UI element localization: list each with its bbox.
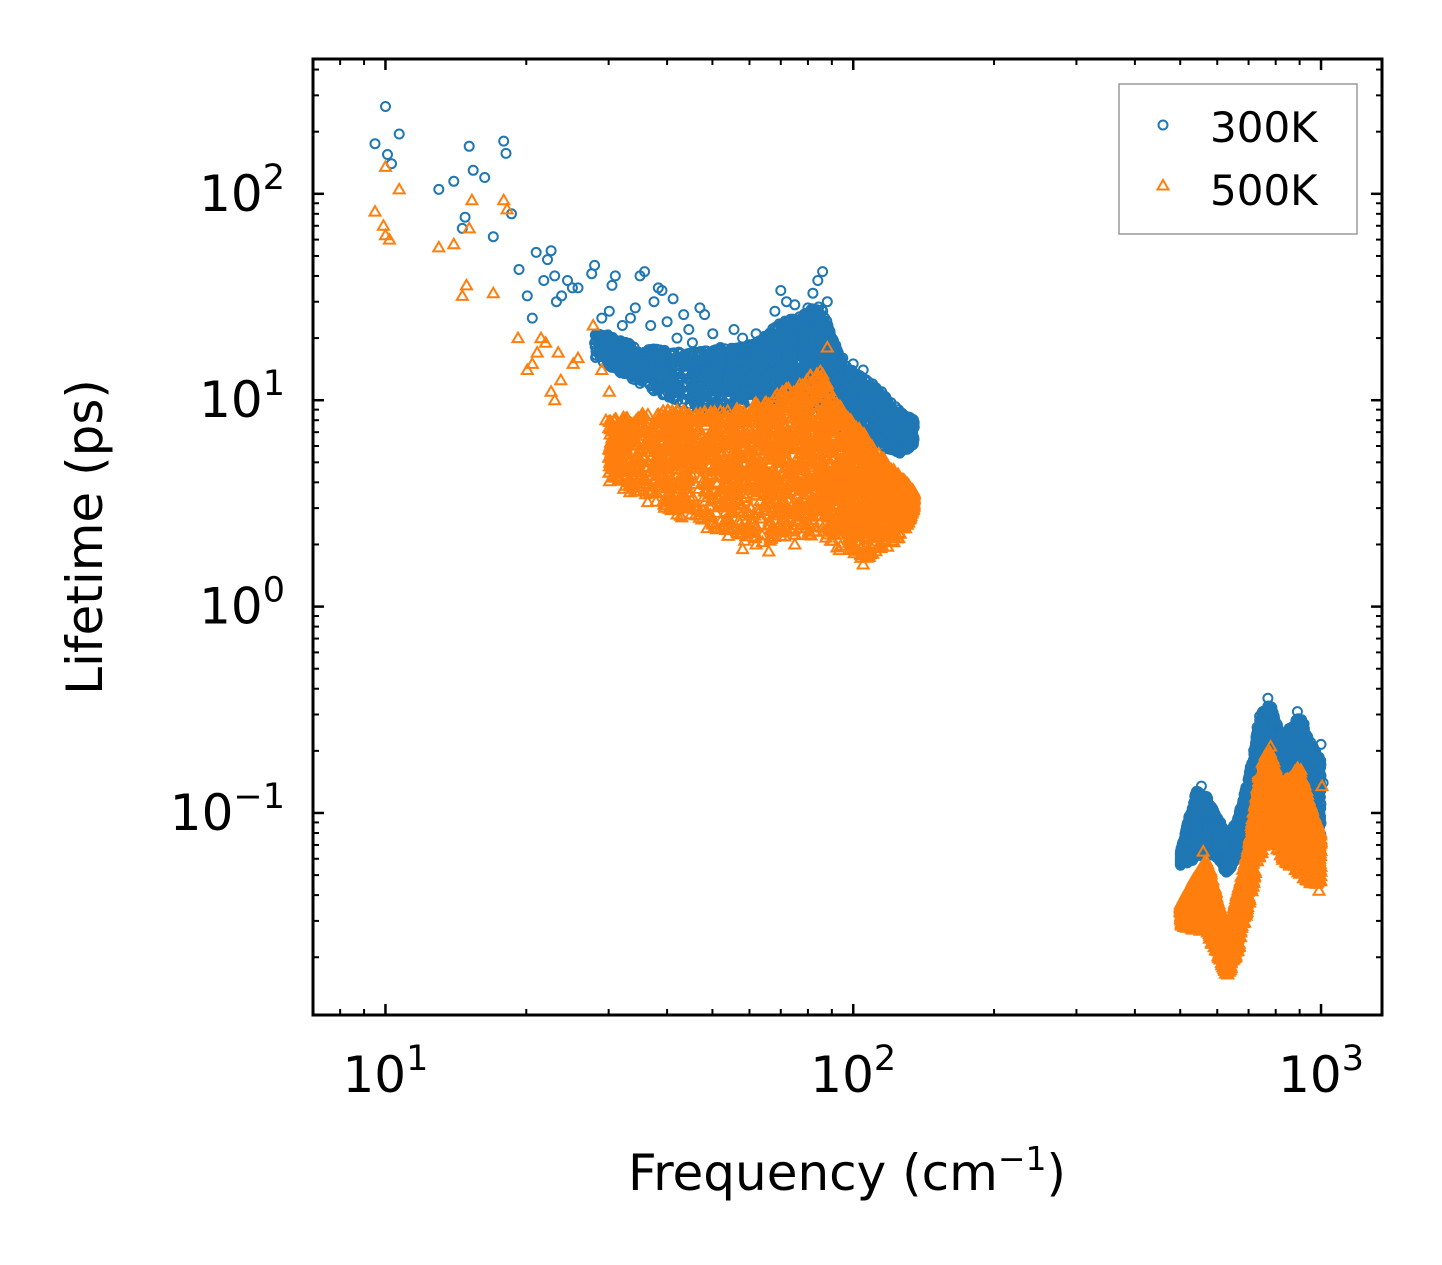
data-point (648, 385, 660, 397)
data-point (590, 346, 602, 357)
data-point (641, 375, 653, 387)
data-point (764, 384, 776, 395)
data-point (643, 344, 655, 356)
data-point (694, 370, 706, 382)
data-point (590, 349, 602, 361)
data-point (787, 363, 799, 375)
data-point (710, 380, 722, 392)
data-point (780, 330, 792, 342)
data-point (646, 383, 658, 395)
data-point (785, 350, 797, 362)
data-point (650, 364, 662, 376)
data-point (685, 374, 697, 386)
data-point (707, 358, 719, 370)
data-point (609, 362, 621, 374)
data-point (726, 380, 738, 392)
data-point (636, 375, 648, 387)
data-point (752, 370, 764, 382)
data-point (728, 363, 739, 375)
data-point (693, 366, 705, 378)
data-point (702, 397, 714, 409)
data-point (618, 357, 629, 369)
data-point (754, 375, 766, 387)
data-point (699, 345, 711, 357)
data-point (660, 353, 672, 364)
data-point (753, 359, 765, 371)
data-point (786, 344, 797, 355)
data-point (670, 359, 682, 371)
data-point (761, 352, 773, 364)
data-point (727, 353, 739, 365)
data-point (654, 344, 666, 356)
data-layer (367, 101, 1330, 980)
data-point (699, 358, 711, 370)
data-point (700, 382, 712, 394)
data-point (668, 393, 680, 405)
data-point (602, 352, 613, 364)
data-point (711, 373, 723, 385)
data-point (690, 389, 702, 401)
data-point (687, 347, 699, 359)
data-point (710, 392, 722, 404)
data-point (672, 385, 684, 397)
data-point (610, 357, 622, 369)
data-point (636, 362, 648, 374)
data-point (637, 356, 649, 368)
data-point (658, 388, 670, 400)
data-point (726, 369, 738, 381)
data-point (787, 313, 799, 325)
data-point (663, 369, 675, 381)
data-point (665, 367, 677, 379)
data-point (618, 340, 630, 351)
